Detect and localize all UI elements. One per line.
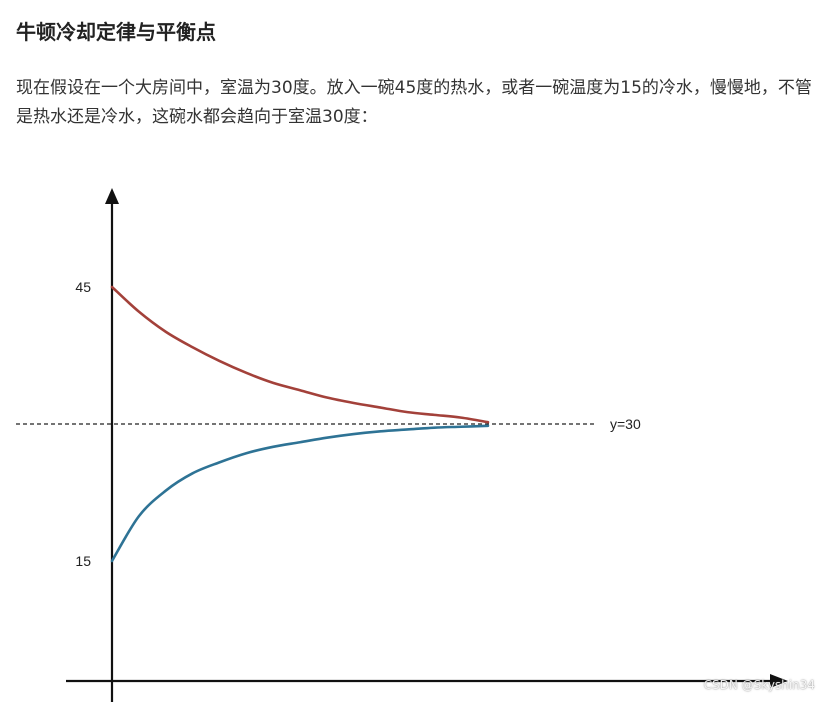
hot-water-curve xyxy=(110,285,490,424)
reference-line-label: y=30 xyxy=(610,416,641,432)
tick-label-layer: 45 15 xyxy=(75,279,91,569)
y-axis-arrow xyxy=(105,188,119,204)
series-layer xyxy=(110,285,490,563)
y-tick-label: 45 xyxy=(75,279,91,295)
axes-layer xyxy=(66,188,788,702)
watermark: CSDN @Skyshin34 xyxy=(703,678,815,692)
article-title: 牛顿冷却定律与平衡点 xyxy=(16,20,216,44)
reference-line-layer: y=30 xyxy=(16,416,641,432)
cold-water-curve xyxy=(110,424,490,563)
y-tick-label: 15 xyxy=(75,553,91,569)
article-paragraph: 现在假设在一个大房间中，室温为30度。放入一碗45度的热水，或者一碗温度为15的… xyxy=(16,78,812,127)
x-axis-arrow xyxy=(770,674,788,688)
